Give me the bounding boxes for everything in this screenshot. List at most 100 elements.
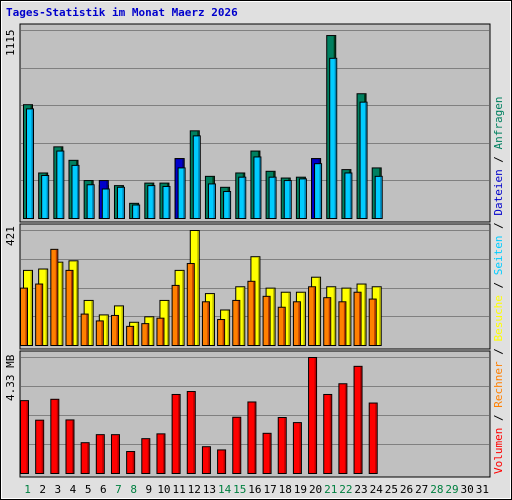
bar-shade-besuche-day-15 [243,287,245,345]
bar-shade-besuche-day-4 [76,261,78,345]
bar-shade-seiten-day-1 [32,109,34,218]
panel-bottom-max-label: 4.33 MB [4,354,17,401]
chart-title: Tages-Statistik im Monat Maerz 2026 [6,6,238,19]
bar-shade-besuche-day-3 [61,263,63,345]
x-tick-label-13: 13 [203,483,216,496]
bar-shade-seiten-day-3 [62,152,64,218]
x-tick-label-3: 3 [55,483,62,496]
x-tick-label-21: 21 [324,483,337,496]
bar-shade-volumen-day-4 [72,420,74,473]
x-tick-label-24: 24 [370,483,384,496]
bar-shade-seiten-day-8 [138,206,140,218]
x-tick-label-10: 10 [157,483,170,496]
x-tick-label-31: 31 [476,483,489,496]
bar-shade-volumen-day-18 [284,418,286,473]
bar-shade-seiten-day-14 [229,192,231,218]
bar-shade-volumen-day-17 [269,434,271,473]
legend: Volumen / Rechner / Besuche / Seiten / D… [492,96,505,474]
x-tick-label-14: 14 [218,483,232,496]
bar-shade-rechner-day-16 [253,282,255,345]
bar-shade-besuche-day-24 [379,287,381,345]
x-tick-label-11: 11 [172,483,185,496]
x-tick-label-16: 16 [248,483,261,496]
bar-shade-besuche-day-19 [303,293,305,345]
bar-shade-seiten-day-18 [289,181,291,218]
bar-shade-besuche-day-11 [182,271,184,345]
bar-shade-rechner-day-10 [162,319,164,345]
bar-shade-besuche-day-10 [167,301,169,345]
bar-shade-besuche-day-22 [349,289,351,345]
bar-shade-rechner-day-8 [132,327,134,345]
bar-shade-volumen-day-23 [360,367,362,473]
bar-shade-seiten-day-7 [122,188,124,218]
bar-shade-besuche-day-1 [31,271,33,345]
bar-shade-seiten-day-5 [92,185,94,218]
bar-shade-besuche-day-16 [258,257,260,345]
legend-item-besuche: Besuche [492,295,505,341]
bar-shade-besuche-day-7 [121,306,123,345]
panel-top-max-label: 1115 [4,30,17,57]
bar-shade-seiten-day-12 [198,136,200,218]
bar-shade-besuche-day-12 [197,231,199,345]
bar-shade-seiten-day-22 [350,173,352,218]
x-tick-label-26: 26 [400,483,413,496]
bar-shade-seiten-day-10 [168,187,170,218]
bar-shade-seiten-day-20 [320,164,322,218]
bar-shade-seiten-day-19 [304,179,306,218]
bar-shade-rechner-day-20 [314,287,316,345]
bar-shade-volumen-day-1 [27,401,29,473]
x-tick-label-20: 20 [309,483,322,496]
x-tick-label-22: 22 [339,483,352,496]
bar-shade-rechner-day-13 [207,302,209,345]
bar-shade-volumen-day-9 [148,439,150,473]
legend-separator: / [492,149,505,169]
x-tick-label-27: 27 [415,483,428,496]
bar-shade-rechner-day-23 [359,293,361,345]
bar-shade-besuche-day-5 [91,301,93,345]
bar-shade-seiten-day-16 [259,157,261,218]
x-tick-label-6: 6 [100,483,107,496]
x-tick-label-7: 7 [115,483,122,496]
bar-shade-rechner-day-12 [192,264,194,345]
bar-shade-volumen-day-11 [178,395,180,473]
bar-shade-volumen-day-5 [87,443,89,473]
bar-shade-seiten-day-6 [107,189,109,218]
bar-shade-rechner-day-14 [223,320,225,345]
bar-shade-volumen-day-12 [193,392,195,473]
bar-shade-seiten-day-9 [153,186,155,218]
bar-shade-seiten-day-2 [47,176,49,218]
bar-shade-besuche-day-9 [152,317,154,345]
panel-top: 1115 [4,24,490,222]
x-tick-label-30: 30 [461,483,474,496]
bar-shade-volumen-day-7 [117,435,119,473]
x-tick-label-28: 28 [430,483,443,496]
bar-shade-rechner-day-4 [71,271,73,345]
bar-shade-seiten-day-21 [335,59,337,218]
legend-text: Volumen / Rechner / Besuche / Seiten / D… [492,96,505,474]
x-tick-label-25: 25 [385,483,398,496]
bar-shade-besuche-day-14 [228,310,230,345]
legend-separator: / [492,216,505,236]
x-tick-label-23: 23 [354,483,367,496]
legend-separator: / [492,342,505,362]
bar-shade-volumen-day-21 [330,395,332,473]
bar-shade-seiten-day-23 [365,103,367,218]
x-tick-label-15: 15 [233,483,246,496]
bar-shade-rechner-day-22 [344,302,346,345]
x-tick-label-1: 1 [24,483,31,496]
bar-shade-besuche-day-8 [137,323,139,345]
bar-shade-rechner-day-1 [26,289,28,345]
bar-shade-volumen-day-2 [42,421,44,473]
x-tick-label-12: 12 [188,483,201,496]
bar-shade-volumen-day-8 [133,452,135,473]
bar-shade-seiten-day-17 [274,178,276,218]
bar-shade-besuche-day-2 [46,270,48,345]
x-tick-label-9: 9 [145,483,152,496]
bar-shade-rechner-day-17 [268,297,270,345]
bar-shade-seiten-day-11 [183,168,185,218]
bar-shade-volumen-day-22 [345,384,347,473]
bar-shade-rechner-day-9 [147,324,149,345]
bar-shade-rechner-day-5 [86,315,88,345]
bar-shade-rechner-day-21 [329,298,331,345]
